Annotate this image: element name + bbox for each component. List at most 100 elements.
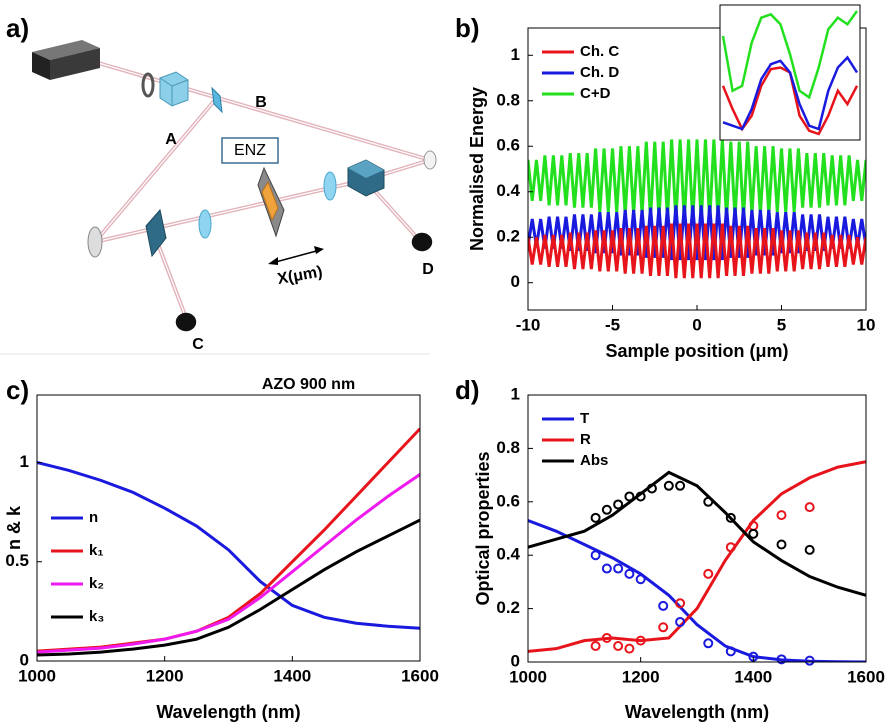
measured-point <box>613 640 624 651</box>
y-tick-label: 0.5 <box>5 551 29 570</box>
measured-point <box>635 635 646 646</box>
x-tick-label: 1200 <box>622 667 660 686</box>
x-tick-label: -10 <box>516 315 541 334</box>
laser <box>32 40 100 80</box>
label: D <box>422 261 434 278</box>
label: ENZ <box>234 142 266 159</box>
enz-box <box>221 137 279 164</box>
measured-point <box>675 616 686 627</box>
measured-point <box>703 568 714 579</box>
label: X(μm) <box>276 263 324 288</box>
plot <box>528 460 866 666</box>
measured-point <box>658 622 669 633</box>
axes-box <box>36 394 421 662</box>
y-tick-label: 0 <box>511 272 520 291</box>
y-tick-label: 0.4 <box>496 181 520 200</box>
measured-point <box>624 491 635 502</box>
measured-point <box>675 480 686 491</box>
measured-point <box>646 483 657 494</box>
y-tick-label: 1 <box>511 384 520 403</box>
mirror <box>423 150 437 170</box>
x-tick-label: 5 <box>777 315 786 334</box>
legend-label: k₁ <box>89 542 104 559</box>
measured-point <box>804 655 815 666</box>
data-line <box>528 519 866 662</box>
measured-point <box>590 640 601 651</box>
measured-point <box>601 504 612 515</box>
x-tick-label: 10 <box>857 315 876 334</box>
legend-label: k₃ <box>89 608 104 625</box>
chart-title: AZO 900 nm <box>262 376 355 393</box>
y-tick-label: 1 <box>511 45 520 64</box>
panel-label: c) <box>6 375 29 405</box>
measured-point <box>663 480 674 491</box>
x-tick-label: -5 <box>605 315 620 334</box>
measured-point <box>613 563 624 574</box>
data-line <box>528 205 866 261</box>
splitter <box>145 208 167 258</box>
measured-point <box>804 544 815 555</box>
legend-label: R <box>580 431 591 448</box>
measured-point <box>613 499 624 510</box>
x-tick-label: 1200 <box>146 666 184 685</box>
data-line <box>528 460 866 653</box>
measured-point <box>635 491 646 502</box>
setup-diagram: a) <box>0 13 437 355</box>
legend-label: Ch. D <box>580 64 619 81</box>
x-axis-label: Wavelength (nm) <box>625 702 769 722</box>
legend-label: C+D <box>580 85 611 102</box>
x-tick-label: 1600 <box>401 666 439 685</box>
y-axis-label: Optical properties <box>473 451 493 605</box>
y-tick-label: 1 <box>20 452 29 471</box>
detector <box>175 232 433 332</box>
measured-point <box>776 510 787 521</box>
data-line <box>37 461 420 630</box>
axes-box <box>527 394 867 663</box>
measured-point <box>804 502 815 513</box>
y-axis-label: n & k <box>4 505 24 550</box>
measured-point <box>624 643 635 654</box>
label: B <box>255 94 267 111</box>
y-tick-label: 0.6 <box>496 491 520 510</box>
data-line <box>528 470 866 597</box>
y-tick-label: 0.2 <box>496 227 520 246</box>
measured-point <box>590 550 601 561</box>
data-line <box>37 473 420 654</box>
y-tick-label: 0.8 <box>496 438 520 457</box>
panel-label: d) <box>455 375 480 405</box>
y-tick-label: 0.6 <box>496 136 520 155</box>
label: A <box>165 131 177 148</box>
y-tick-label: 0.4 <box>496 545 520 564</box>
measured-point <box>675 598 686 609</box>
data-line <box>528 223 866 279</box>
measured-point <box>601 563 612 574</box>
inset-line <box>721 10 859 100</box>
polarizer <box>159 71 189 107</box>
lens <box>198 209 212 239</box>
legend-label: Ch. C <box>580 43 619 60</box>
measured-point <box>776 654 787 665</box>
mirror <box>87 226 103 258</box>
splitter <box>211 86 223 114</box>
plot <box>37 427 420 657</box>
arrow-head <box>314 246 324 254</box>
measured-point <box>725 512 736 523</box>
legend-label: k₂ <box>89 575 104 592</box>
measured-point <box>725 646 736 657</box>
measured-point <box>748 528 759 539</box>
measured-point <box>601 632 612 643</box>
measured-point <box>725 542 736 553</box>
y-tick-label: 0 <box>511 651 520 670</box>
arrow <box>271 249 321 264</box>
panel-label: b) <box>455 13 480 43</box>
measured-point <box>776 539 787 550</box>
measured-point <box>703 638 714 649</box>
x-tick-label: 1000 <box>18 666 56 685</box>
x-tick-label: 1400 <box>273 666 311 685</box>
sample <box>257 166 285 238</box>
x-axis-label: Sample position (μm) <box>605 341 788 361</box>
x-axis-label: Wavelength (nm) <box>156 702 300 722</box>
y-tick-label: 0 <box>20 650 29 669</box>
splitter <box>347 159 385 197</box>
